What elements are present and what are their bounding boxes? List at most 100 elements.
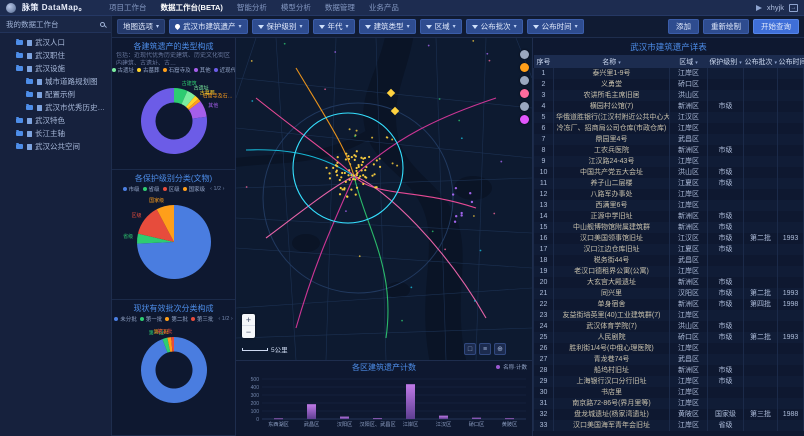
add-button[interactable]: 添加 [668,19,699,34]
sidebar-tree-item[interactable]: 城市道路规划图 [0,75,111,88]
table-row[interactable]: 23 友益街培英里(40)工业建筑群(7) 江岸区 [533,310,804,321]
legend-item[interactable]: 未分批 [114,315,137,323]
map-options-button[interactable]: 地图选项 ▾ [117,19,166,34]
zoom-in-button[interactable]: + [242,314,255,326]
table-row[interactable]: 11 养子山二层楼 江夏区 市级 [533,178,804,189]
table-row[interactable]: 24 武汉体育学院(7) 洪山区 市级 [533,321,804,332]
table-row[interactable]: 25 人民剧院 硚口区 市级 第二批 1993 [533,332,804,343]
legend-item[interactable]: 第二批 [165,315,188,323]
sort-caret-icon[interactable]: ▾ [618,59,621,66]
sidebar-tree-item[interactable]: 武汉设施 [0,62,111,75]
legend-item[interactable]: 第三批 [190,315,213,323]
sidebar-tree-item[interactable]: 长江主轴 [0,127,111,140]
zoom-out-button[interactable]: − [245,327,252,337]
diamond-marker[interactable] [386,88,396,98]
topnav-item[interactable]: 模型分析 [280,2,311,12]
table-row[interactable]: 6 冷冻厂、招商局公司仓库(市政仓库) 江岸区 [533,123,804,134]
analysis-circle[interactable] [292,112,404,224]
filter-button[interactable]: 建筑类型 ▾ [358,19,416,34]
table-row[interactable]: 27 青龙巷74号 武昌区 [533,354,804,365]
table-row[interactable]: 10 中国共产党五大会址 洪山区 市级 [533,167,804,178]
table-row[interactable]: 19 老汉口德租界公寓(公寓) 江岸区 [533,266,804,277]
diamond-marker[interactable] [390,106,400,116]
query-button[interactable]: 开始查询 [753,19,799,34]
layer-marker-icon[interactable] [520,102,529,111]
table-row[interactable]: 9 江汉路24-43号 江岸区 [533,156,804,167]
sidebar-tree-item[interactable]: 武汉人口 [0,36,111,49]
legend-item[interactable]: 石窟寺及 [162,66,191,74]
table-row[interactable]: 31 南京路72-86号(界月里等) 江岸区 [533,398,804,409]
filter-button[interactable]: 武汉市建筑遗产 ▾ [169,19,248,34]
sidebar-tree-item[interactable]: 配置示例 [0,88,111,101]
table-row[interactable]: 12 八路军办事处 江岸区 [533,189,804,200]
frame-tool-icon[interactable]: □ [464,343,476,355]
logout-icon[interactable]: → [789,3,798,12]
legend-item[interactable]: 其他 [193,66,211,74]
table-row[interactable]: 20 大玄宫大殿遗址 新洲区 市级 [533,277,804,288]
sidebar-tree-item[interactable]: 武汉特色 [0,114,111,127]
table-row[interactable]: 4 横园村公馆(7) 新洲区 市级 [533,101,804,112]
topnav-item[interactable]: 项目工作台 [109,2,147,12]
legend-pager[interactable]: ‹ 1/2 › [210,185,225,192]
target-tool-icon[interactable]: ⊕ [494,343,506,355]
table-row[interactable]: 32 盘龙城遗址(杨家湾遗址) 黄陂区 国家级 第三批 1988 [533,409,804,420]
filter-button[interactable]: 区域 ▾ [419,19,462,34]
table-row[interactable]: 15 中山舰博物馆附属建筑群 新洲区 市级 [533,222,804,233]
topnav-item[interactable]: 业务产品 [368,2,399,12]
sidebar-tree-item[interactable]: 武汉公共空间 [0,140,111,153]
legend-pager[interactable]: ‹ 1/2 › [218,315,233,322]
heritage-point-cluster[interactable] [325,128,399,198]
col-district[interactable]: 区域 ▾ [669,55,708,68]
col-level[interactable]: 保护级别 ▾ [707,55,744,68]
legend-item[interactable]: 第一批 [139,315,162,323]
map-canvas[interactable]: + − 5公里 □ ≡ ⊕ [236,38,532,360]
legend-item[interactable]: 近现代重 [213,66,235,74]
redraw-button[interactable]: 重新绘制 [703,19,749,34]
layer-marker-icon[interactable] [520,63,529,72]
col-name[interactable]: 名称 ▾ [553,55,670,68]
bar-chart-legend[interactable]: 名称·计数 [496,363,527,371]
filter-button[interactable]: 公布时间 ▾ [526,19,584,34]
table-row[interactable]: 28 船坞村旧址 新洲区 市级 [533,365,804,376]
filter-button[interactable]: 公布批次 ▾ [465,19,523,34]
col-batch[interactable]: 公布批次 ▾ [743,55,778,68]
table-row[interactable]: 7 鼎园里4号 武昌区 [533,134,804,145]
table-row[interactable]: 33 汉口美国海军青年会旧址 江岸区 省级 [533,420,804,431]
sort-caret-icon[interactable]: ▾ [774,59,777,66]
layers-tool-icon[interactable]: ≡ [479,343,491,355]
table-row[interactable]: 29 上海银行汉口分行旧址 江岸区 市级 [533,376,804,387]
search-icon[interactable] [100,21,105,27]
table-row[interactable]: 1 泰兴里1-9号 江岸区 [533,68,804,79]
table-row[interactable]: 16 汉口美国领事馆旧址 江汉区 市级 第二批 1993 [533,233,804,244]
legend-item[interactable]: 省级 [142,185,160,193]
table-row[interactable]: 5 华俄道胜银行(江汉村附近公共中心大楼) 江汉区 [533,112,804,123]
sort-caret-icon[interactable]: ▾ [739,59,742,66]
table-row[interactable]: 14 正源中学旧址 新洲区 市级 [533,211,804,222]
table-row[interactable]: 13 西满里6号 江岸区 [533,200,804,211]
sort-caret-icon[interactable]: ▾ [695,59,698,66]
topnav-item[interactable]: 数据工作台(BETA) [160,2,223,12]
filter-button[interactable]: 保护级别 ▾ [251,19,309,34]
topnav-item[interactable]: 智能分析 [236,2,267,12]
table-row[interactable]: 8 工农兵医院 新洲区 市级 [533,145,804,156]
layer-marker-icon[interactable] [520,50,529,59]
topnav-item[interactable]: 数据管理 [324,2,355,12]
legend-item[interactable]: 古墓葬 [137,66,160,74]
table-row[interactable]: 17 汉口江边仓库旧址 江夏区 市级 [533,244,804,255]
table-row[interactable]: 26 胜利街1/4号(中俄心理医院) 江岸区 [533,343,804,354]
layer-marker-icon[interactable] [520,89,529,98]
legend-item[interactable]: 区级 [162,185,180,193]
table-row[interactable]: 3 农讲所毛主席旧居 洪山区 [533,90,804,101]
legend-item[interactable]: 市级 [122,185,140,193]
table-row[interactable]: 18 税务街44号 武昌区 [533,255,804,266]
table-row[interactable]: 22 单身宿舍 新洲区 市级 第四批 1998 [533,299,804,310]
sidebar-tree-item[interactable]: 武汉市优秀历史建筑遗产 [0,101,111,114]
legend-item[interactable]: 古遗址 [112,66,134,74]
table-row[interactable]: 21 同兴里 汉阳区 市级 第二批 1993 [533,288,804,299]
table-row[interactable]: 30 书店里 江岸区 [533,387,804,398]
filter-button[interactable]: 年代 ▾ [312,19,355,34]
legend-item[interactable]: 国家级 [182,185,205,193]
layer-marker-icon[interactable] [520,115,529,124]
layer-marker-icon[interactable] [520,76,529,85]
sidebar-tree-item[interactable]: 武汉职住 [0,49,111,62]
